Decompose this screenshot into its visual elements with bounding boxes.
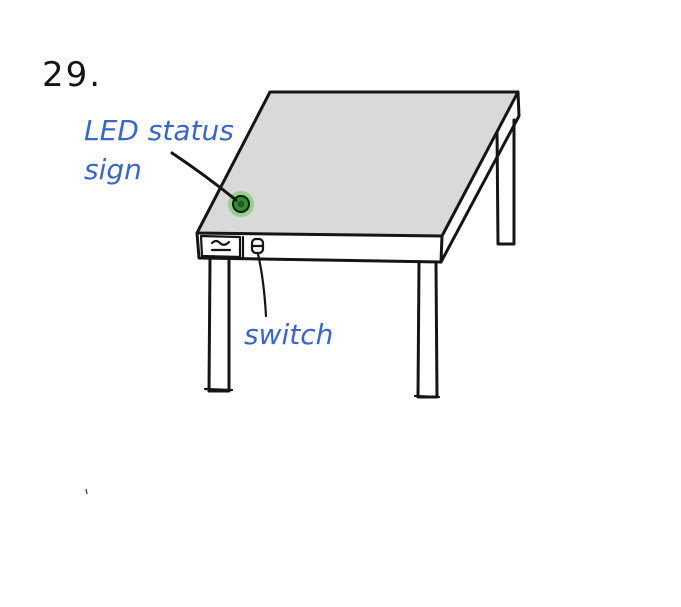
back-right-leg [495,118,516,246]
stray-mark [85,488,88,495]
switch-icon [250,237,265,255]
switch-pointer-line [256,252,268,318]
led-label: LED status sign [84,114,234,186]
figure-number: 29. [42,55,102,95]
front-left-leg [203,258,234,393]
led-label-line2: sign [84,153,142,186]
power-socket-icon [199,234,242,259]
tabletop [195,90,521,264]
front-right-leg [413,260,441,399]
led-label-line1: LED status [84,114,234,147]
switch-label: switch [244,318,333,351]
led-pointer-line [170,151,238,202]
